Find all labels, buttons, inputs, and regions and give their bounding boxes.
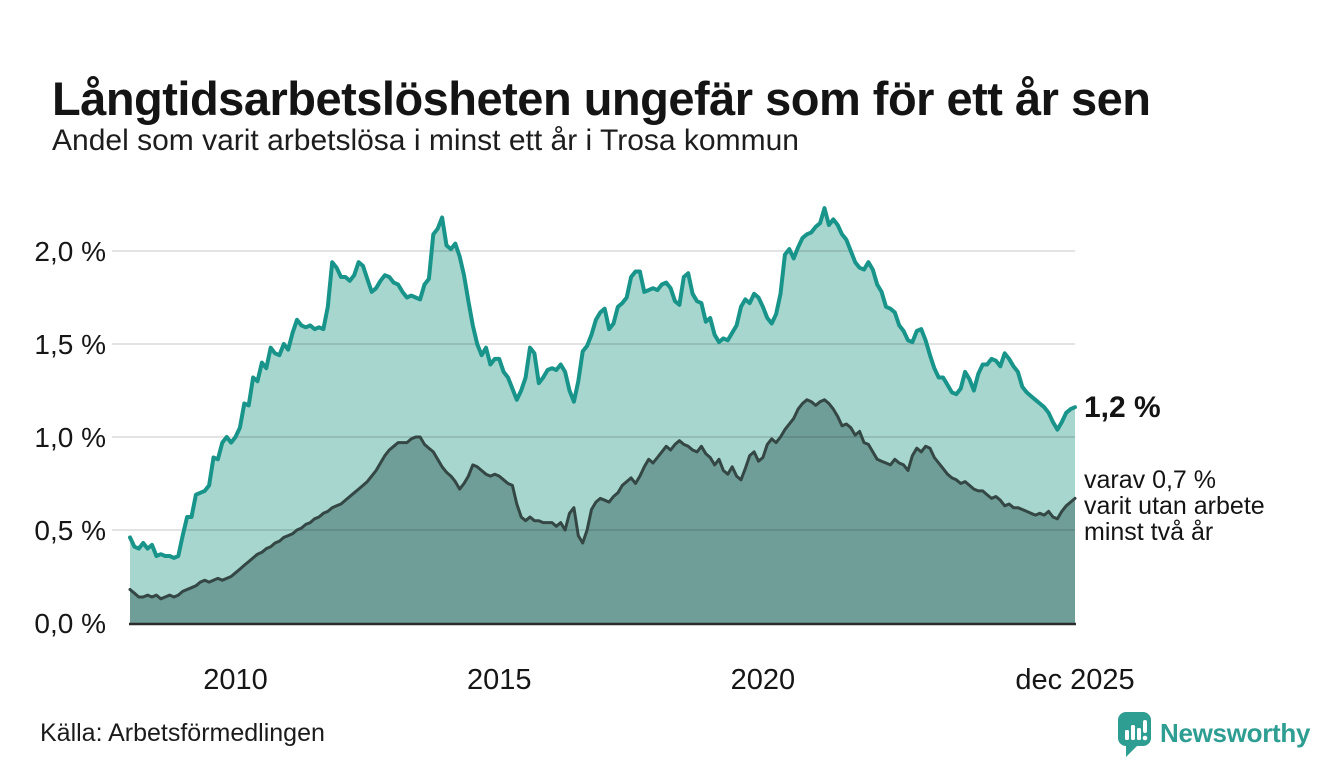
y-axis-label: 0,0 %	[34, 608, 106, 639]
newsworthy-logo: Newsworthy	[1118, 712, 1310, 759]
axis-tick-labels: 0,0 % 0,5 % 1,0 % 1,5 % 2,0 % 2010 2015 2020 dec…	[34, 236, 1134, 696]
detail-line-1: varav 0,7 %	[1084, 466, 1217, 494]
area-fills	[130, 208, 1075, 623]
detail-line-3: minst två år	[1084, 518, 1214, 546]
series-lines	[128, 206, 1077, 601]
x-axis-label: 2020	[731, 664, 796, 696]
latest-value-label: 1,2 %	[1084, 391, 1161, 424]
gridlines	[112, 250, 1075, 531]
x-axis-label: 2015	[467, 664, 532, 696]
page-title: Långtidsarbetslösheten ungefär som för e…	[52, 72, 1151, 126]
newsworthy-icon	[1118, 712, 1151, 757]
y-axis-label: 1,5 %	[34, 329, 106, 360]
source-note: Källa: Arbetsförmedlingen	[40, 719, 325, 747]
x-axis-label: dec 2025	[1015, 664, 1134, 696]
area-fill-series-2	[130, 399, 1075, 623]
brand-name: Newsworthy	[1160, 718, 1311, 748]
y-axis-label: 2,0 %	[34, 236, 106, 267]
x-axis-label: 2010	[203, 664, 268, 696]
series-line-1	[128, 206, 1077, 560]
series-line-2	[128, 398, 1077, 601]
chart-subtitle: Andel som varit arbetslösa i minst ett å…	[52, 124, 799, 157]
detail-line-2: varit utan arbete	[1084, 492, 1265, 520]
y-axis-label: 0,5 %	[34, 515, 106, 546]
y-axis-label: 1,0 %	[34, 422, 106, 453]
latest-detail-label: varav 0,7 % varit utan arbete minst två …	[1084, 467, 1265, 545]
